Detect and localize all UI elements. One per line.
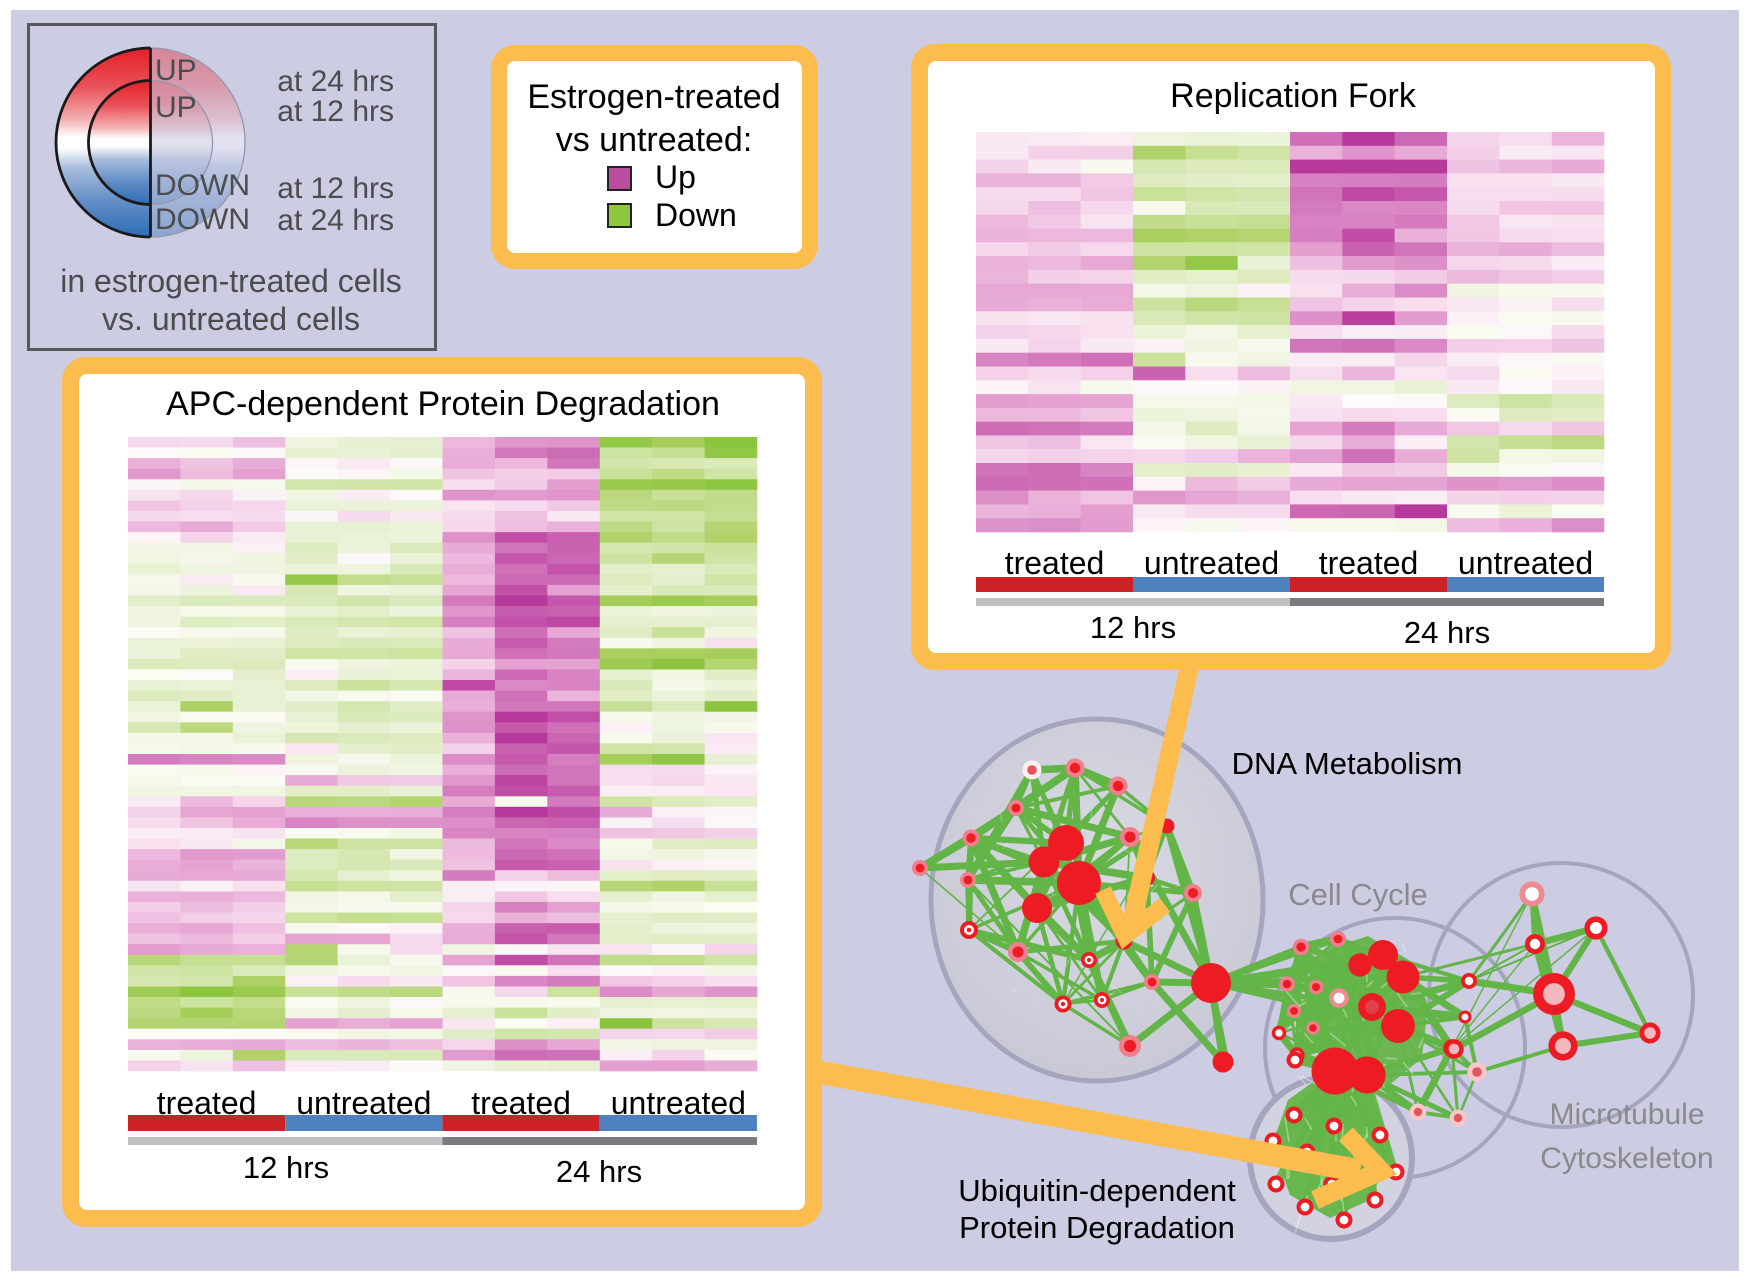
svg-text:Cell Cycle: Cell Cycle — [1288, 877, 1428, 912]
svg-text:untreated: untreated — [1144, 545, 1279, 581]
svg-text:DNA Metabolism: DNA Metabolism — [1232, 746, 1463, 781]
svg-text:vs untreated:: vs untreated: — [556, 121, 753, 159]
svg-text:Estrogen-treated: Estrogen-treated — [527, 78, 780, 116]
svg-text:Ubiquitin-dependent: Ubiquitin-dependent — [958, 1173, 1236, 1208]
svg-text:DOWN: DOWN — [155, 203, 250, 236]
svg-text:Down: Down — [655, 197, 737, 233]
svg-text:in estrogen-treated cells: in estrogen-treated cells — [60, 263, 402, 299]
svg-text:treated: treated — [1005, 545, 1105, 581]
svg-text:UP: UP — [155, 91, 197, 124]
svg-text:Cytoskeleton: Cytoskeleton — [1540, 1142, 1713, 1175]
svg-text:Microtubule: Microtubule — [1549, 1098, 1704, 1131]
svg-text:at 12 hrs: at 12 hrs — [277, 95, 394, 128]
svg-text:APC-dependent Protein Degradat: APC-dependent Protein Degradation — [166, 385, 720, 423]
svg-text:at 24 hrs: at 24 hrs — [277, 65, 394, 98]
svg-text:treated: treated — [1319, 545, 1419, 581]
svg-text:untreated: untreated — [1458, 545, 1593, 581]
svg-text:vs. untreated cells: vs. untreated cells — [102, 301, 360, 337]
svg-text:24 hrs: 24 hrs — [556, 1154, 642, 1189]
svg-text:at 24 hrs: at 24 hrs — [277, 204, 394, 237]
svg-text:Protein Degradation: Protein Degradation — [959, 1210, 1235, 1245]
svg-text:12 hrs: 12 hrs — [243, 1150, 329, 1185]
svg-text:UP: UP — [155, 54, 197, 87]
svg-text:24 hrs: 24 hrs — [1404, 615, 1490, 650]
svg-text:12 hrs: 12 hrs — [1090, 610, 1176, 645]
svg-text:DOWN: DOWN — [155, 169, 250, 202]
svg-text:Replication Fork: Replication Fork — [1170, 77, 1417, 115]
svg-text:at 12 hrs: at 12 hrs — [277, 172, 394, 205]
svg-text:Up: Up — [655, 159, 696, 195]
